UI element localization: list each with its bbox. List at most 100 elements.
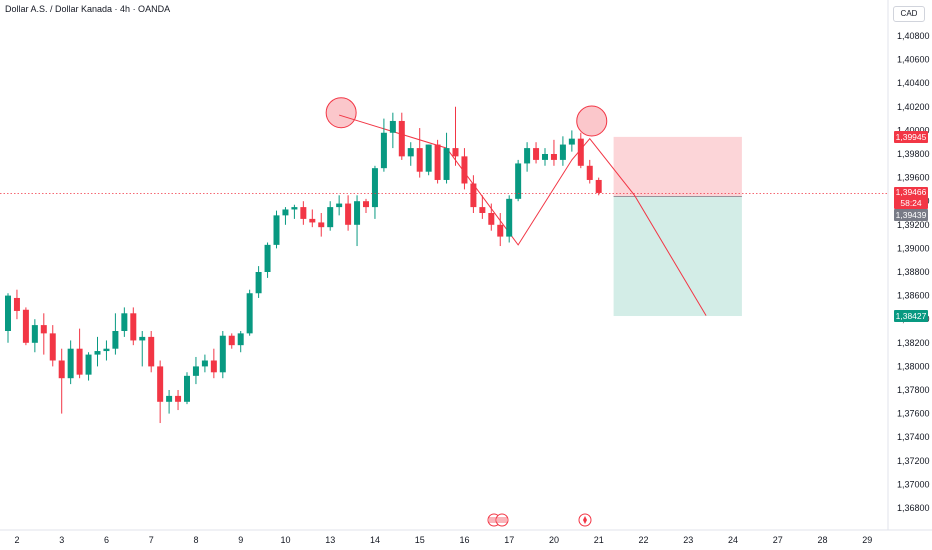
candle-body: [139, 336, 146, 341]
candle-body: [5, 295, 11, 331]
candle-body: [31, 325, 38, 343]
time-tick-label: 29: [862, 535, 872, 545]
price-tick-label: 1,36800: [897, 503, 930, 513]
candle-body: [22, 309, 29, 343]
time-tick-label: 6: [104, 535, 109, 545]
candle-body: [210, 360, 217, 373]
candle-body: [354, 201, 361, 225]
candle-body: [398, 120, 405, 157]
time-tick-label: 3: [59, 535, 64, 545]
time-tick-label: 7: [149, 535, 154, 545]
time-tick-label: 20: [549, 535, 559, 545]
us-flag-stripes-icon-2: [497, 517, 507, 523]
price-tick-label: 1,39600: [897, 173, 930, 183]
candle-body: [112, 331, 119, 349]
candle-body: [13, 297, 20, 311]
time-tick-label: 2: [14, 535, 19, 545]
stop-price-tag: 1,39945: [894, 130, 928, 143]
time-tick-label: 21: [594, 535, 604, 545]
candle-body: [461, 156, 468, 184]
event-icons[interactable]: [487, 513, 592, 527]
candle-body: [470, 183, 477, 208]
price-axis[interactable]: 1,40800 1,40600 1,40400 1,40200 1,40000 1,398…: [897, 31, 930, 513]
position-zones: [613, 136, 742, 317]
candle-body: [76, 348, 83, 375]
entry-price-tag: 1,39439: [894, 209, 928, 222]
candle-body: [94, 351, 101, 355]
candle-body: [282, 209, 289, 216]
candle-body: [175, 395, 182, 402]
candle-body: [148, 336, 155, 367]
candle-body: [443, 148, 450, 180]
candle-body: [336, 203, 343, 208]
candle-body: [506, 198, 513, 237]
candle-body: [434, 144, 441, 180]
candle-body: [380, 132, 387, 169]
candle-body: [67, 348, 74, 379]
candle-body: [166, 395, 173, 402]
candle-body: [416, 148, 423, 172]
entry-price-label: 1,39439: [895, 210, 927, 221]
candle-body: [533, 148, 540, 160]
candle-body: [515, 163, 522, 199]
candle-body: [363, 201, 369, 208]
price-tick-label: 1,37800: [897, 385, 930, 395]
maple-leaf-icon: [583, 516, 587, 524]
time-tick-label: 22: [638, 535, 648, 545]
candle-body: [389, 120, 396, 133]
time-tick-label: 9: [238, 535, 243, 545]
candle-body: [58, 360, 65, 379]
candle-body: [255, 272, 262, 294]
price-tick-label: 1,38600: [897, 291, 930, 301]
time-tick-label: 13: [325, 535, 335, 545]
candle-body: [219, 335, 226, 373]
candle-body: [577, 138, 584, 166]
candle-countdown: 58:24: [900, 198, 922, 209]
candle-body: [568, 138, 575, 145]
candle-body: [318, 222, 325, 228]
time-axis[interactable]: 2 3 6 7 8 9 10 13 14 15 16 17 20 21 22 23 24 27 28 29: [14, 535, 872, 545]
candle-body: [246, 293, 253, 334]
price-tick-label: 1,38200: [897, 338, 930, 348]
price-tick-label: 1,39200: [897, 220, 930, 230]
candle-body: [130, 313, 137, 341]
candle-body: [524, 148, 531, 164]
candle-body: [192, 366, 199, 376]
candle-body: [371, 168, 378, 208]
price-tick-label: 1,37400: [897, 432, 930, 442]
target-price-label: 1,38427: [895, 311, 927, 321]
price-tick-label: 1,37000: [897, 479, 930, 489]
price-tick-label: 1,39000: [897, 243, 930, 253]
candle-body: [157, 366, 164, 402]
candle-body: [542, 154, 548, 160]
candle-body: [121, 313, 128, 331]
candle-body: [488, 213, 495, 225]
candle-body: [595, 179, 602, 193]
current-price-label: 1,39466: [895, 187, 927, 198]
time-tick-label: 23: [683, 535, 693, 545]
target-price-tag: 1,38427: [894, 310, 928, 322]
candle-body: [479, 207, 486, 213]
candle-body: [264, 244, 271, 272]
stop-price-label: 1,39945: [895, 131, 927, 142]
price-tick-label: 1,40400: [897, 78, 930, 88]
time-tick-label: 24: [728, 535, 738, 545]
time-tick-label: 10: [280, 535, 290, 545]
time-tick-label: 15: [415, 535, 425, 545]
price-tick-label: 1,40600: [897, 55, 930, 65]
candle-body: [85, 354, 92, 375]
price-tick-label: 1,40000: [897, 125, 930, 135]
reward-zone: [613, 196, 742, 317]
time-tick-label: 17: [504, 535, 514, 545]
risk-zone: [613, 136, 742, 197]
candle-body: [228, 335, 235, 346]
currency-button[interactable]: CAD: [893, 6, 925, 22]
candles: [5, 106, 602, 424]
peak-circle: [576, 105, 608, 137]
candle-body: [291, 207, 298, 210]
candle-body: [103, 348, 110, 352]
candle-body: [237, 333, 244, 346]
chart-title: Dollar A.S. / Dollar Kanada · 4h · OANDA: [5, 4, 171, 14]
price-tick-label: 1,38000: [897, 361, 930, 371]
